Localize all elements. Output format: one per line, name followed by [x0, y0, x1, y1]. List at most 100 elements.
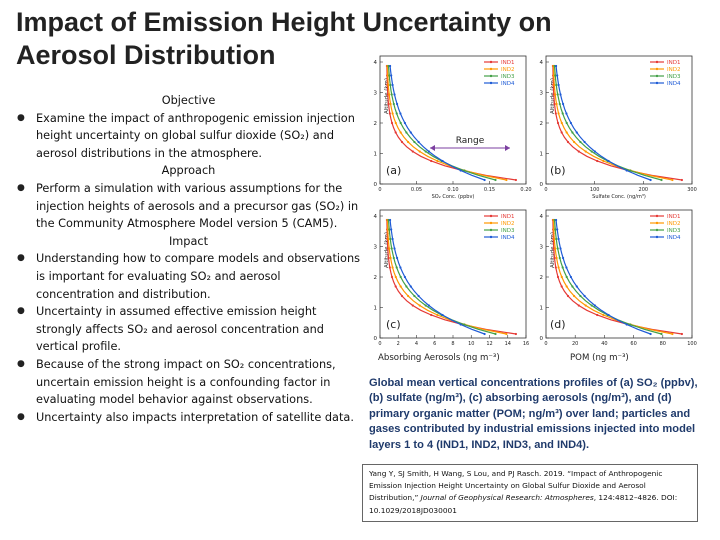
legend-label-ind1: IND1 [501, 60, 514, 66]
profile-point [389, 218, 392, 222]
profile-point [424, 150, 427, 153]
profile-point [407, 140, 410, 144]
legend-marker [489, 67, 493, 71]
profile-point [399, 285, 402, 288]
profile-point [553, 256, 556, 260]
profile-point [555, 256, 558, 260]
profile-point [394, 275, 397, 279]
profile-point [562, 256, 565, 260]
profile-point [389, 256, 392, 260]
profile-point [411, 150, 414, 153]
citation-text: Yang Y, SJ Smith, H Wang, S Lou, and PJ … [369, 469, 663, 503]
profile-point [590, 304, 593, 307]
y-tick-label: 1 [374, 152, 378, 158]
title-line-2: Aerosol Distribution [16, 40, 276, 70]
profile-point [565, 266, 568, 269]
impact-bullet: Uncertainty also impacts interpretation … [16, 409, 361, 427]
profile-point [388, 74, 391, 77]
slide-title: Impact of Emission Height Uncertainty on… [16, 6, 676, 72]
legend-marker [489, 74, 493, 78]
profile-point [565, 285, 568, 288]
y-tick-label: 4 [374, 214, 378, 220]
profile-point [399, 131, 402, 134]
profile-point [514, 332, 517, 336]
y-tick-label: 2 [374, 121, 378, 127]
legend-label-ind3: IND3 [667, 74, 681, 80]
profile-point [483, 178, 486, 182]
profile-point [602, 159, 605, 163]
profile-point [556, 247, 559, 250]
profile-point [393, 93, 396, 96]
profile-point [553, 102, 556, 106]
profile-point [584, 150, 587, 153]
objective-list: Examine the impact of anthropogenic emis… [16, 110, 361, 163]
profile-point [403, 275, 406, 279]
profile-point [399, 275, 402, 279]
profile-point [590, 150, 593, 153]
x-tick-label: 6 [433, 341, 436, 347]
y-tick-label: 2 [540, 275, 544, 281]
legend-marker [489, 214, 493, 218]
legend-label-ind3: IND3 [501, 228, 515, 234]
profile-point [392, 256, 395, 260]
profile-point [680, 178, 683, 182]
profile-point [400, 140, 404, 144]
x-tick-label: 300 [687, 187, 697, 193]
impact-list: Understanding how to compare models and … [16, 250, 361, 426]
profile-point [389, 83, 392, 87]
x-tick-label: 12 [486, 341, 492, 347]
legend-label-ind4: IND4 [501, 81, 515, 87]
x-tick-label: 80 [660, 341, 666, 347]
profile-point [569, 275, 572, 279]
x-tick-label: 4 [415, 341, 418, 347]
profile-point [553, 83, 556, 87]
x-tick-label: 100 [590, 187, 600, 193]
y-tick-label: 4 [374, 60, 378, 66]
profile-point [394, 131, 397, 134]
profile-point [430, 159, 433, 163]
profile-point [562, 102, 565, 106]
x-tick-label: 0 [544, 341, 547, 347]
legend-label-ind4: IND4 [501, 235, 515, 241]
profile-point [405, 131, 408, 134]
profile-point [559, 93, 562, 96]
profile-point [554, 93, 557, 96]
y-tick-label: 1 [540, 152, 544, 158]
profile-point [459, 323, 462, 326]
legend-marker [655, 214, 659, 218]
legend-marker [489, 235, 493, 239]
profile-point [607, 313, 610, 317]
profile-point [388, 228, 391, 231]
profile-point [557, 83, 560, 87]
profile-point [583, 140, 586, 144]
x-tick-label: 8 [451, 341, 454, 347]
profile-point [390, 275, 394, 279]
profile-point [625, 169, 628, 172]
profile-point [388, 112, 391, 115]
profile-point [554, 266, 557, 269]
profile-point [575, 131, 578, 134]
profile-point [399, 112, 402, 115]
profile-point [649, 178, 652, 182]
profile-point [553, 218, 556, 222]
profile-point [596, 159, 599, 163]
citation-box: Yang Y, SJ Smith, H Wang, S Lou, and PJ … [362, 464, 698, 522]
profile-point [571, 131, 574, 134]
x-tick-label: 0.05 [411, 187, 422, 193]
profile-point [680, 332, 683, 336]
legend-label-ind1: IND1 [667, 60, 680, 66]
panel-frame [545, 55, 693, 185]
profile-point [558, 256, 561, 260]
x-tick-label: 60 [630, 341, 636, 347]
profile-point [430, 313, 433, 317]
profile-point [556, 93, 559, 96]
profile-point [573, 294, 576, 298]
objective-bullet: Examine the impact of anthropogenic emis… [16, 110, 361, 163]
y-tick-label: 1 [540, 306, 544, 312]
legend-label-ind3: IND3 [667, 228, 681, 234]
y-tick-label: 2 [374, 275, 378, 281]
impact-heading: Impact [168, 234, 209, 248]
profile-point [427, 150, 430, 153]
y-tick-label: 2 [540, 121, 544, 127]
profile-point [387, 256, 390, 260]
